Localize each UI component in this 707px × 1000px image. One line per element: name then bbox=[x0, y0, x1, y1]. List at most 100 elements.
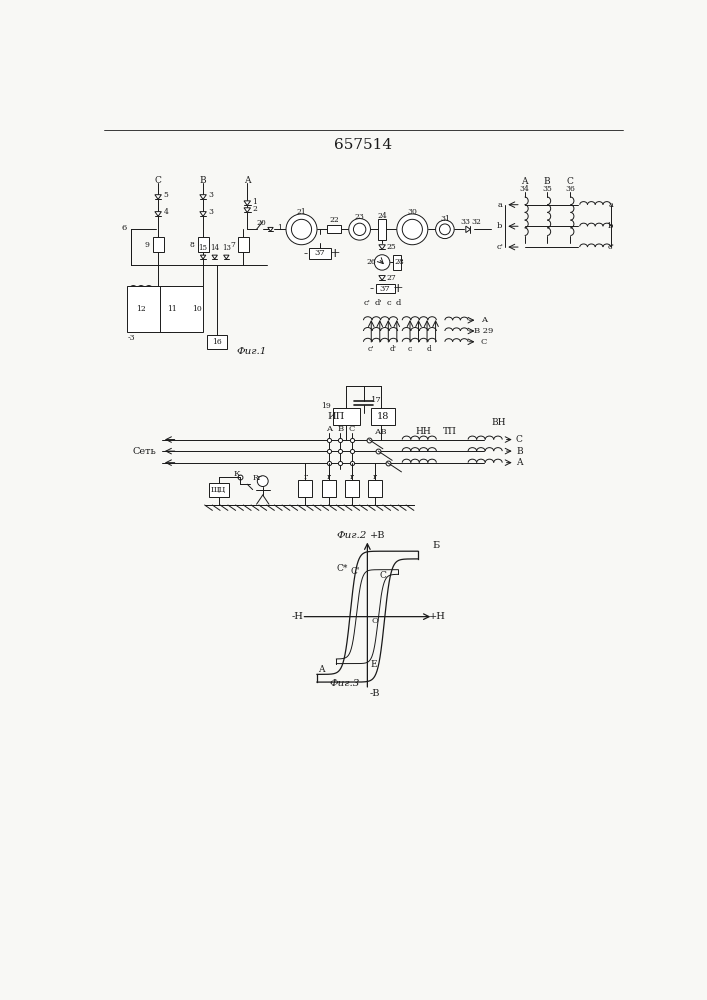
Text: 19: 19 bbox=[321, 402, 331, 410]
Text: A: A bbox=[244, 176, 250, 185]
Text: c: c bbox=[387, 299, 392, 307]
Text: d: d bbox=[427, 345, 432, 353]
Text: 24: 24 bbox=[378, 212, 387, 220]
Bar bbox=[371, 408, 395, 425]
Text: 35: 35 bbox=[542, 185, 552, 193]
Text: B: B bbox=[516, 447, 522, 456]
Polygon shape bbox=[212, 255, 218, 259]
Bar bbox=[298, 480, 312, 497]
Text: 5: 5 bbox=[163, 191, 168, 199]
Text: 9: 9 bbox=[145, 241, 150, 249]
Text: 8: 8 bbox=[189, 241, 194, 249]
Text: r: r bbox=[327, 473, 331, 481]
Text: АВ: АВ bbox=[375, 428, 387, 436]
Text: 17: 17 bbox=[370, 396, 381, 404]
Text: 2: 2 bbox=[252, 205, 257, 213]
Text: 7: 7 bbox=[230, 241, 235, 249]
Bar bbox=[309, 248, 331, 259]
Bar bbox=[368, 480, 382, 497]
Text: A: A bbox=[326, 425, 332, 433]
Circle shape bbox=[286, 214, 317, 245]
Bar bbox=[322, 480, 336, 497]
Text: ЩЦ: ЩЦ bbox=[211, 486, 226, 494]
Bar bbox=[127, 286, 170, 332]
Text: 36: 36 bbox=[566, 185, 575, 193]
Polygon shape bbox=[155, 195, 161, 199]
Text: ИП: ИП bbox=[327, 412, 344, 421]
Circle shape bbox=[354, 223, 366, 235]
Polygon shape bbox=[155, 212, 161, 216]
Text: r: r bbox=[350, 473, 354, 481]
Text: Сеть: Сеть bbox=[133, 447, 156, 456]
Polygon shape bbox=[200, 255, 206, 259]
Text: 23: 23 bbox=[355, 213, 365, 221]
Text: 27: 27 bbox=[387, 274, 397, 282]
Bar bbox=[393, 255, 401, 270]
Text: c': c' bbox=[607, 243, 614, 251]
Text: 31: 31 bbox=[440, 215, 450, 223]
Text: 37: 37 bbox=[315, 249, 325, 257]
Text: r: r bbox=[373, 473, 377, 481]
Bar bbox=[378, 219, 386, 240]
Bar bbox=[209, 483, 228, 497]
Text: d': d' bbox=[390, 345, 397, 353]
Text: B 29: B 29 bbox=[474, 327, 493, 335]
Circle shape bbox=[257, 476, 268, 487]
Text: 1: 1 bbox=[277, 224, 282, 232]
Text: 13: 13 bbox=[222, 244, 230, 252]
Circle shape bbox=[436, 220, 454, 239]
Text: К: К bbox=[234, 470, 240, 478]
Text: 25: 25 bbox=[387, 243, 397, 251]
Bar bbox=[160, 286, 203, 332]
Text: C: C bbox=[349, 425, 355, 433]
Text: -B: -B bbox=[370, 689, 380, 698]
Text: C: C bbox=[516, 435, 522, 444]
Text: A: A bbox=[317, 665, 324, 674]
Text: 15: 15 bbox=[199, 244, 208, 252]
Polygon shape bbox=[379, 276, 385, 280]
Text: Б: Б bbox=[432, 541, 439, 550]
Circle shape bbox=[397, 214, 428, 245]
Text: c': c' bbox=[368, 345, 375, 353]
Text: -: - bbox=[370, 282, 374, 295]
Text: b: b bbox=[608, 222, 614, 230]
Text: d: d bbox=[396, 299, 401, 307]
Text: 26: 26 bbox=[366, 258, 376, 266]
Text: +: + bbox=[393, 282, 404, 295]
Circle shape bbox=[291, 219, 312, 239]
Polygon shape bbox=[200, 195, 206, 199]
Text: 30: 30 bbox=[407, 208, 417, 216]
Text: c': c' bbox=[496, 243, 503, 251]
Bar bbox=[207, 335, 227, 349]
Text: 34: 34 bbox=[520, 185, 530, 193]
Bar bbox=[153, 237, 163, 252]
Text: 6: 6 bbox=[121, 224, 127, 232]
Text: 3: 3 bbox=[209, 191, 214, 199]
Text: +H: +H bbox=[428, 612, 445, 621]
Text: +: + bbox=[329, 247, 340, 260]
Text: A: A bbox=[481, 316, 486, 324]
Text: ТП: ТП bbox=[443, 427, 457, 436]
Text: 20: 20 bbox=[257, 219, 266, 227]
Text: C': C' bbox=[350, 567, 360, 576]
Bar bbox=[327, 225, 341, 233]
Text: -: - bbox=[303, 247, 308, 260]
Text: 16: 16 bbox=[212, 338, 222, 346]
Text: НН: НН bbox=[415, 427, 431, 436]
Text: 21: 21 bbox=[297, 208, 306, 216]
Text: 18: 18 bbox=[377, 412, 389, 421]
Bar bbox=[332, 408, 361, 425]
Circle shape bbox=[349, 219, 370, 240]
Text: E: E bbox=[370, 660, 377, 669]
Circle shape bbox=[374, 255, 390, 270]
Text: 28: 28 bbox=[395, 258, 404, 266]
Text: 10: 10 bbox=[192, 305, 201, 313]
Text: -3: -3 bbox=[127, 334, 135, 342]
Text: 32: 32 bbox=[471, 218, 481, 226]
Text: a: a bbox=[608, 201, 613, 209]
Text: Фиг.3: Фиг.3 bbox=[329, 679, 359, 688]
Text: 33: 33 bbox=[461, 218, 471, 226]
Bar bbox=[198, 237, 209, 252]
Polygon shape bbox=[244, 201, 250, 205]
Text: 22: 22 bbox=[329, 216, 339, 224]
